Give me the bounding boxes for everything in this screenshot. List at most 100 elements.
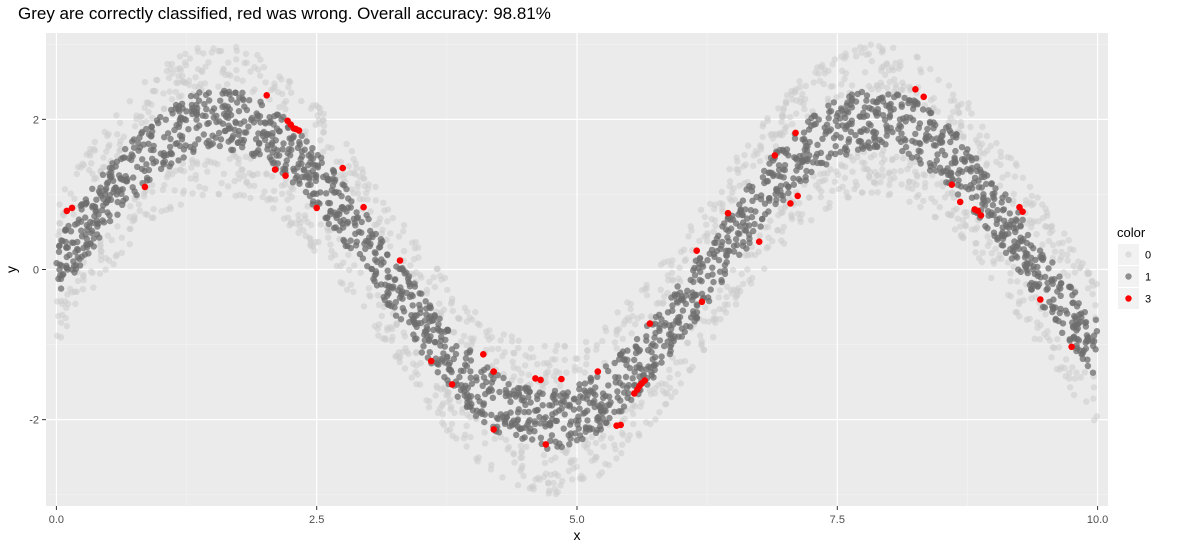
point-class-0 [448, 403, 455, 411]
point-class-1 [418, 349, 425, 356]
point-class-3 [787, 200, 794, 207]
point-class-0 [466, 413, 474, 421]
point-class-0 [433, 382, 440, 390]
point-class-1 [1083, 332, 1091, 339]
point-class-1 [380, 259, 387, 266]
point-class-1 [879, 98, 887, 105]
point-class-1 [841, 145, 849, 153]
point-class-1 [766, 169, 774, 176]
point-class-1 [651, 362, 658, 369]
point-class-0 [1009, 200, 1016, 207]
point-class-1 [85, 250, 92, 257]
point-class-0 [1026, 199, 1034, 206]
point-class-1 [988, 211, 995, 219]
point-class-0 [177, 167, 184, 174]
point-class-0 [808, 217, 815, 224]
point-class-0 [284, 196, 291, 203]
point-class-1 [275, 128, 283, 135]
point-class-0 [755, 248, 762, 255]
point-class-1 [1062, 307, 1069, 314]
point-class-0 [158, 208, 165, 215]
point-class-1 [318, 154, 325, 161]
point-class-1 [400, 308, 408, 315]
point-class-0 [930, 94, 937, 102]
point-class-0 [1049, 344, 1057, 351]
point-class-0 [393, 321, 400, 328]
point-class-0 [848, 82, 856, 89]
point-class-0 [657, 261, 665, 268]
point-class-0 [91, 138, 99, 146]
point-class-0 [289, 185, 297, 193]
point-class-1 [87, 240, 94, 247]
point-class-1 [70, 262, 78, 270]
y-axis-title: y [3, 266, 19, 273]
point-class-1 [362, 245, 369, 253]
point-class-0 [655, 299, 663, 306]
point-class-1 [436, 315, 443, 322]
point-class-1 [1046, 298, 1053, 306]
point-class-0 [554, 342, 561, 349]
point-class-0 [664, 289, 671, 297]
point-class-1 [314, 162, 321, 169]
point-class-0 [1088, 278, 1095, 285]
background-points [53, 41, 1101, 498]
point-class-0 [1036, 336, 1044, 343]
point-class-1 [721, 220, 728, 227]
point-class-1 [288, 146, 295, 153]
point-class-0 [215, 191, 223, 198]
point-class-1 [187, 143, 194, 151]
point-class-3 [724, 209, 732, 217]
point-class-1 [199, 112, 206, 119]
point-class-1 [103, 180, 111, 187]
point-class-1 [1002, 191, 1009, 198]
point-class-1 [962, 184, 969, 191]
point-class-0 [783, 100, 790, 107]
point-class-0 [988, 250, 995, 257]
point-class-0 [186, 55, 194, 62]
point-class-0 [1028, 295, 1035, 302]
point-class-0 [176, 53, 184, 60]
point-class-1 [631, 356, 638, 364]
point-class-1 [1005, 196, 1012, 204]
point-class-1 [335, 189, 342, 196]
point-class-0 [927, 65, 934, 73]
point-class-0 [375, 301, 383, 309]
point-class-0 [550, 479, 557, 487]
point-class-1 [797, 177, 804, 185]
point-class-1 [93, 196, 100, 203]
point-class-0 [890, 44, 897, 51]
point-class-1 [205, 89, 212, 96]
point-class-1 [753, 193, 760, 201]
point-class-0 [783, 92, 791, 99]
point-class-0 [347, 169, 354, 177]
point-class-0 [647, 390, 655, 398]
point-class-1 [100, 195, 107, 203]
point-class-1 [169, 110, 176, 117]
point-class-0 [673, 359, 680, 366]
point-class-1 [298, 132, 305, 140]
point-class-1 [59, 272, 66, 279]
point-class-0 [738, 270, 745, 278]
point-class-0 [279, 90, 286, 98]
point-class-1 [1056, 309, 1064, 317]
point-class-1 [546, 420, 553, 428]
point-class-1 [283, 157, 290, 164]
point-class-0 [920, 197, 927, 205]
point-class-1 [747, 207, 754, 214]
point-class-1 [515, 391, 523, 398]
point-class-0 [997, 153, 1005, 160]
point-class-1 [496, 388, 503, 396]
point-class-0 [552, 347, 559, 355]
point-class-0 [110, 261, 117, 268]
point-class-1 [531, 428, 538, 435]
point-class-0 [681, 357, 689, 365]
point-class-1 [645, 363, 652, 370]
point-class-0 [822, 176, 829, 184]
point-class-0 [677, 278, 684, 285]
point-class-0 [634, 315, 641, 322]
point-class-1 [168, 160, 175, 167]
point-class-1 [781, 162, 789, 169]
point-class-0 [114, 131, 121, 138]
point-class-0 [527, 345, 535, 352]
point-class-0 [387, 243, 394, 250]
